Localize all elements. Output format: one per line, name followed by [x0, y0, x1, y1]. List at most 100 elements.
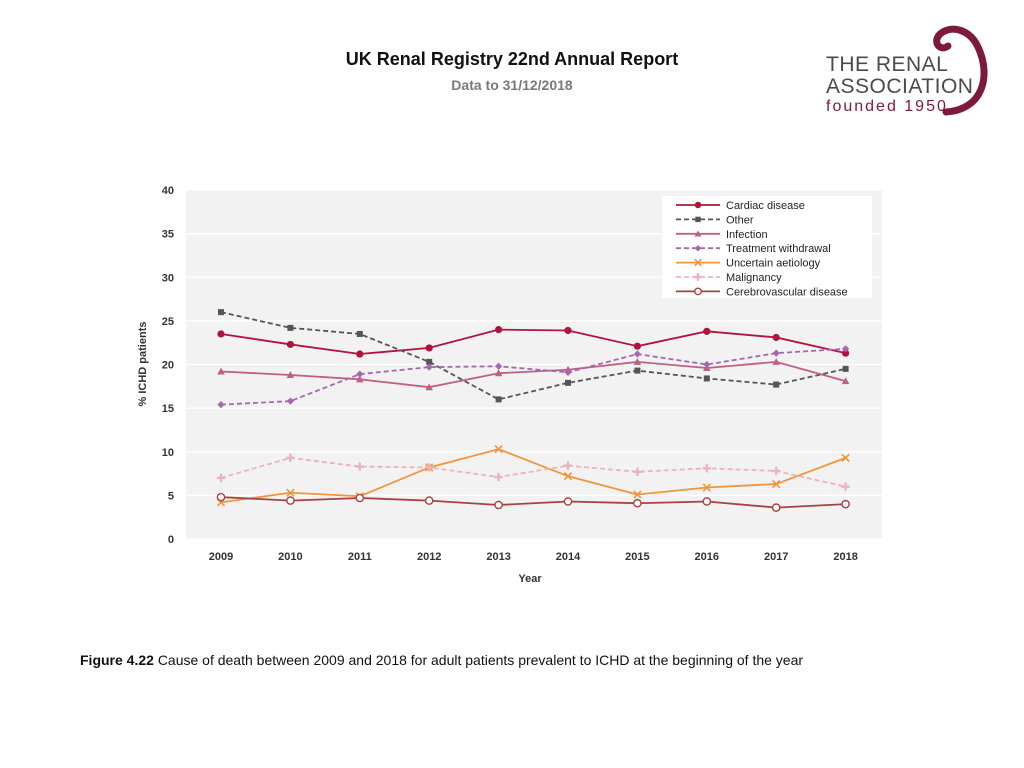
- y-tick-label: 5: [168, 490, 174, 502]
- x-tick-label: 2014: [556, 551, 581, 563]
- data-point: [426, 358, 433, 365]
- data-point: [841, 377, 850, 385]
- marker-shape: [633, 467, 642, 477]
- data-point: [494, 444, 503, 454]
- marker-shape: [494, 444, 503, 454]
- data-point: [633, 498, 642, 508]
- data-point: [563, 497, 573, 506]
- data-point: [216, 492, 226, 502]
- data-point: [495, 396, 502, 403]
- x-tick-label: 2009: [209, 551, 233, 563]
- legend-marker: [694, 287, 702, 296]
- data-point: [218, 309, 224, 316]
- data-point: [425, 344, 433, 352]
- marker-shape: [634, 367, 641, 374]
- data-point: [425, 383, 433, 391]
- marker-shape: [772, 358, 780, 365]
- x-tick-label: 2016: [695, 551, 719, 563]
- data-point: [356, 375, 364, 383]
- series-other: [218, 309, 849, 403]
- data-point: [494, 369, 503, 377]
- data-point: [703, 327, 711, 335]
- marker-shape: [771, 503, 781, 512]
- series-line: [220, 360, 846, 389]
- legend-marker: [694, 201, 702, 209]
- marker-shape: [702, 483, 711, 492]
- marker-shape: [356, 375, 364, 383]
- marker-shape: [286, 371, 295, 379]
- logo-swirl-icon: [933, 25, 988, 116]
- legend-label: Uncertain aetiology: [726, 258, 821, 270]
- legend-entry: Cardiac disease: [676, 200, 805, 212]
- marker-shape: [286, 453, 295, 463]
- data-point: [563, 461, 573, 470]
- marker-shape: [217, 401, 225, 409]
- legend: Cardiac disease Other Infection Treatment w…: [662, 196, 872, 298]
- y-tick-label: 35: [162, 229, 174, 241]
- data-point: [286, 496, 295, 505]
- data-point: [772, 333, 780, 342]
- data-point: [702, 497, 712, 506]
- data-point: [563, 472, 573, 481]
- data-point: [842, 349, 850, 357]
- series-malignancy: [216, 453, 850, 491]
- data-point: [633, 350, 641, 358]
- legend-marker: [694, 273, 702, 281]
- x-tick-label: 2013: [486, 551, 510, 563]
- x-axis-label: Year: [518, 573, 542, 585]
- marker-shape: [702, 497, 712, 506]
- data-point: [633, 342, 641, 350]
- data-point: [356, 350, 364, 358]
- legend-marker: [694, 258, 702, 267]
- data-point: [494, 472, 503, 482]
- series-line: [220, 456, 846, 488]
- legend-entry: Uncertain aetiology: [676, 258, 821, 270]
- data-point: [355, 462, 364, 471]
- marker-shape: [494, 472, 503, 482]
- report-title: UK Renal Registry 22nd Annual Report: [345, 49, 679, 69]
- marker-shape: [703, 375, 710, 382]
- marker-shape: [286, 488, 295, 497]
- series-line: [220, 347, 846, 406]
- figure-caption-label: Figure 4.22: [80, 652, 154, 668]
- y-tick-label: 20: [162, 360, 174, 372]
- series-line: [220, 448, 846, 504]
- data-point: [286, 371, 295, 379]
- data-point: [286, 453, 295, 463]
- marker-shape: [287, 324, 294, 331]
- marker-shape: [355, 493, 365, 503]
- data-point: [287, 324, 294, 331]
- data-point: [424, 496, 434, 505]
- marker-shape: [494, 500, 503, 510]
- series-cardiac-disease: [217, 326, 850, 358]
- data-point: [633, 358, 642, 365]
- data-point: [633, 490, 642, 499]
- x-tick-label: 2018: [833, 551, 857, 563]
- marker-shape: [426, 358, 433, 365]
- marker-shape: [633, 342, 641, 350]
- data-point: [217, 367, 225, 375]
- legend-entry: Cerebrovascular disease: [676, 286, 848, 298]
- marker-shape: [563, 461, 573, 470]
- marker-shape: [841, 453, 850, 463]
- cause-of-death-chart: 0 5 10 15 20 25 30 35 40 2009 2010 2011 2012 2013 2014…: [137, 185, 882, 585]
- x-tick-label: 2017: [764, 551, 788, 563]
- y-tick-label: 30: [162, 272, 174, 284]
- figure-caption-text: Cause of death between 2009 and 2018 for…: [157, 652, 804, 668]
- marker-shape: [218, 309, 224, 316]
- legend-label: Cerebrovascular disease: [726, 286, 848, 298]
- y-tick-label: 25: [162, 316, 174, 328]
- legend-label: Malignancy: [726, 272, 782, 284]
- marker-shape: [695, 216, 701, 223]
- data-point: [494, 500, 503, 510]
- marker-shape: [563, 497, 573, 506]
- marker-shape: [772, 333, 780, 342]
- marker-shape: [565, 379, 571, 386]
- marker-shape: [217, 367, 225, 375]
- report-subtitle: Data to 31/12/2018: [451, 77, 573, 93]
- marker-shape: [356, 350, 364, 358]
- data-point: [771, 503, 781, 512]
- data-point: [633, 467, 642, 477]
- marker-shape: [286, 340, 294, 349]
- x-tick-label: 2011: [348, 551, 372, 563]
